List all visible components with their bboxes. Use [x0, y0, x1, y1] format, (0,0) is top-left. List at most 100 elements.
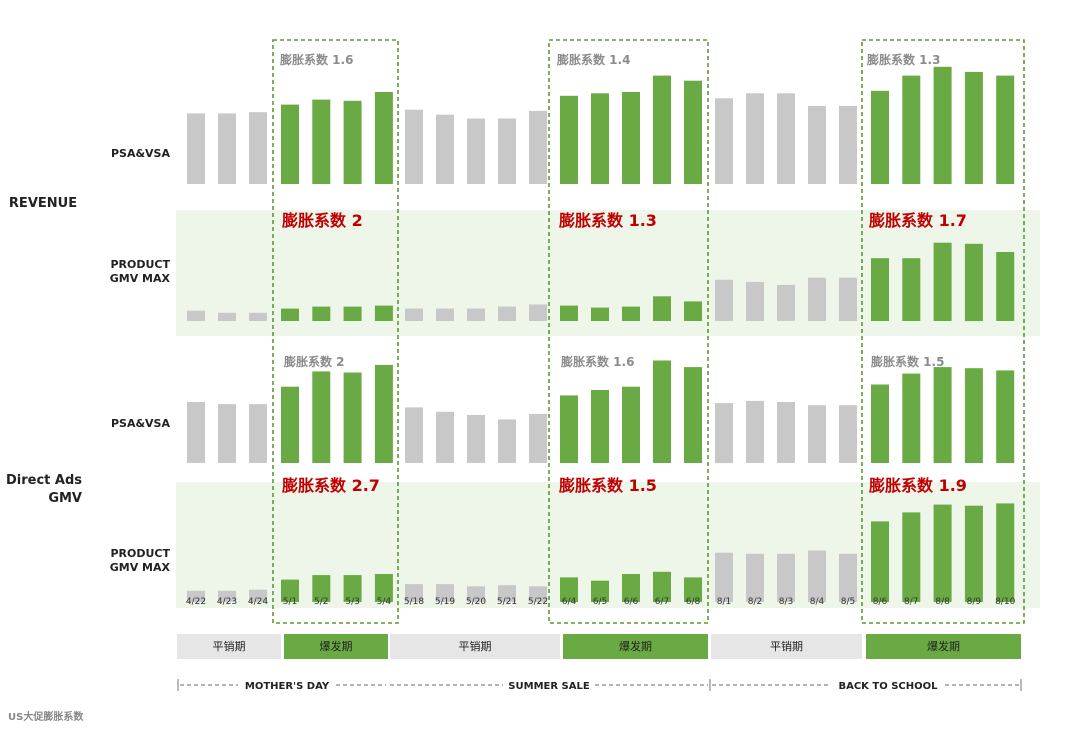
coefficient-label: 膨胀系数 1.9 [869, 476, 967, 495]
bar-3-8-2 [746, 400, 764, 463]
row-label: PSA&VSA [111, 147, 171, 160]
bar-3-5-4 [374, 364, 393, 463]
bar-4-4-24 [249, 589, 267, 602]
bar-3-6-4 [560, 395, 578, 463]
phase-cell [284, 634, 388, 659]
bar-4-4-22 [187, 590, 205, 602]
x-tick-label: 5/1 [283, 597, 297, 607]
bar-1-6-7 [653, 75, 671, 184]
phase-label: 平销期 [213, 639, 246, 653]
phase-label: 平销期 [459, 639, 492, 653]
bar-3-6-8 [684, 367, 702, 463]
peak-period-box [861, 39, 1025, 624]
bar-2-8-3 [777, 284, 795, 321]
event-label: BACK TO SCHOOL [838, 681, 938, 692]
bar-2-8-4 [808, 277, 826, 321]
x-tick-label: 8/10 [995, 597, 1015, 607]
bar-1-4-23 [218, 113, 236, 184]
x-tick-label: 4/22 [186, 597, 206, 607]
phase-cell [390, 634, 560, 659]
bar-4-8-9 [964, 505, 983, 602]
coefficient-label: 膨胀系数 1.7 [869, 211, 967, 230]
bar-4-8-2 [746, 553, 764, 602]
bar-1-8-10 [996, 75, 1015, 184]
x-tick-label: 5/3 [345, 597, 359, 607]
bar-2-5-19 [436, 308, 454, 321]
bar-2-5-3 [343, 306, 362, 321]
group-label-direct-ads: GMV [48, 491, 82, 506]
bar-3-8-3 [777, 402, 795, 463]
bar-1-6-5 [591, 93, 609, 184]
bar-2-6-5 [591, 307, 609, 321]
bar-2-5-1 [281, 308, 299, 321]
phase-cell [177, 634, 281, 659]
row-label-line: PRODUCT [110, 547, 170, 560]
bar-2-8-8 [933, 242, 952, 321]
bar-4-5-3 [343, 575, 362, 602]
bar-1-5-1 [281, 104, 299, 184]
x-tick-label: 8/3 [779, 597, 793, 607]
bar-3-4-24 [249, 404, 267, 463]
bar-1-8-3 [777, 93, 795, 184]
bar-3-6-6 [622, 386, 640, 463]
bar-4-5-18 [405, 584, 423, 602]
bar-4-8-10 [996, 503, 1015, 602]
event-label: MOTHER'S DAY [245, 681, 330, 692]
bar-2-6-6 [622, 306, 640, 321]
coefficient-label: 膨胀系数 1.4 [556, 52, 630, 67]
coefficient-label: 膨胀系数 2 [282, 211, 363, 230]
x-tick-label: 5/2 [314, 597, 328, 607]
bar-3-8-1 [715, 403, 733, 464]
bar-1-8-4 [808, 105, 826, 184]
coefficient-label: 膨胀系数 1.5 [870, 354, 944, 369]
bar-1-8-9 [964, 71, 983, 184]
bar-1-8-7 [902, 75, 921, 184]
bar-1-8-5 [839, 105, 857, 184]
x-tick-label: 5/21 [497, 597, 517, 607]
bar-4-6-4 [560, 577, 578, 602]
bar-3-5-2 [312, 371, 331, 463]
bar-1-8-6 [871, 90, 889, 184]
bar-4-4-23 [218, 590, 236, 602]
bar-3-5-20 [467, 415, 485, 463]
bar-1-4-22 [187, 113, 205, 184]
bar-3-8-9 [964, 368, 983, 463]
x-tick-label: 8/6 [873, 597, 888, 607]
x-tick-label: 8/9 [967, 597, 982, 607]
bar-3-5-3 [343, 372, 362, 463]
bar-1-8-2 [746, 93, 764, 184]
coefficient-label: 膨胀系数 1.6 [560, 354, 634, 369]
bar-1-5-18 [405, 109, 423, 184]
group-label-direct-ads: Direct Ads [6, 473, 82, 488]
bar-1-5-20 [467, 118, 485, 184]
x-tick-label: 8/2 [748, 597, 762, 607]
bar-2-6-7 [653, 296, 671, 321]
bar-2-5-22 [529, 304, 547, 321]
bar-1-5-3 [343, 100, 362, 184]
phase-label: 爆发期 [320, 639, 353, 653]
phase-cell [866, 634, 1021, 659]
bar-2-5-21 [498, 306, 516, 321]
x-tick-label: 5/20 [466, 597, 486, 607]
x-tick-label: 5/19 [435, 597, 455, 607]
coefficient-label: 膨胀系数 1.3 [866, 52, 940, 67]
bar-4-6-7 [653, 571, 671, 602]
x-tick-label: 6/4 [562, 597, 577, 607]
x-tick-label: 6/7 [655, 597, 669, 607]
bar-4-8-8 [933, 504, 952, 602]
bar-3-8-4 [808, 405, 826, 463]
bar-3-4-22 [187, 402, 205, 463]
bar-3-5-18 [405, 407, 423, 463]
bar-4-5-4 [374, 574, 393, 602]
bar-1-5-19 [436, 114, 454, 184]
x-tick-label: 8/4 [810, 597, 825, 607]
phase-cell [563, 634, 708, 659]
bar-4-6-5 [591, 580, 609, 602]
bar-4-5-1 [281, 579, 299, 602]
coefficient-label: 膨胀系数 1.3 [559, 211, 657, 230]
bar-3-5-1 [281, 386, 299, 463]
bar-1-6-4 [560, 95, 578, 184]
bar-1-8-1 [715, 98, 733, 184]
bar-3-5-22 [529, 413, 547, 463]
